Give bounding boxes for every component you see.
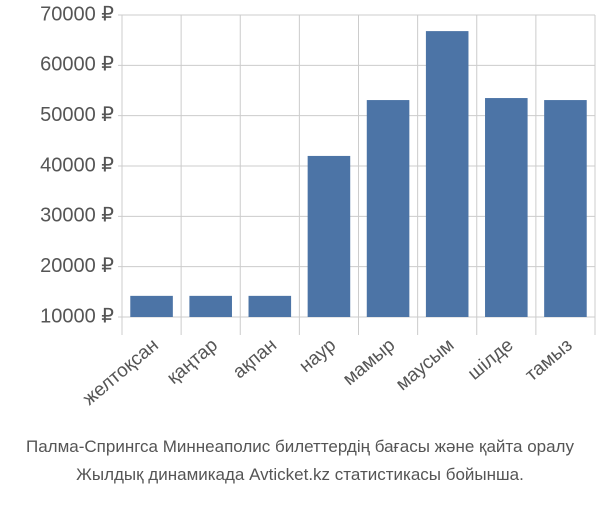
y-tick-label: 70000 ₽ (40, 3, 114, 25)
bar (485, 98, 528, 317)
y-tick-label: 40000 ₽ (40, 154, 114, 176)
bar (248, 295, 292, 317)
bar (189, 295, 232, 317)
bar (130, 295, 173, 317)
y-tick-label: 10000 ₽ (40, 305, 114, 327)
y-tick-label: 50000 ₽ (40, 104, 114, 126)
caption: Жылдық динамикада Avticket.kz статистика… (76, 465, 524, 484)
y-tick-label: 20000 ₽ (40, 255, 114, 277)
x-tick-label: тамыз (521, 335, 576, 386)
x-tick-label: наур (295, 335, 340, 377)
caption: Палма-Спрингса Миннеаполис билеттердің б… (26, 437, 574, 456)
x-tick-label: шілде (464, 335, 518, 385)
bar (544, 100, 587, 318)
x-tick-label: желтоқсан (79, 335, 163, 410)
bar (366, 100, 410, 318)
x-tick-label: қаңтар (163, 335, 222, 389)
y-tick-label: 60000 ₽ (40, 54, 114, 76)
bar (425, 31, 469, 318)
x-tick-label: маусым (392, 335, 458, 395)
bar (307, 155, 351, 317)
x-tick-label: ақпан (229, 335, 281, 383)
y-tick-label: 30000 ₽ (40, 205, 114, 227)
x-tick-label: мамыр (339, 335, 399, 390)
